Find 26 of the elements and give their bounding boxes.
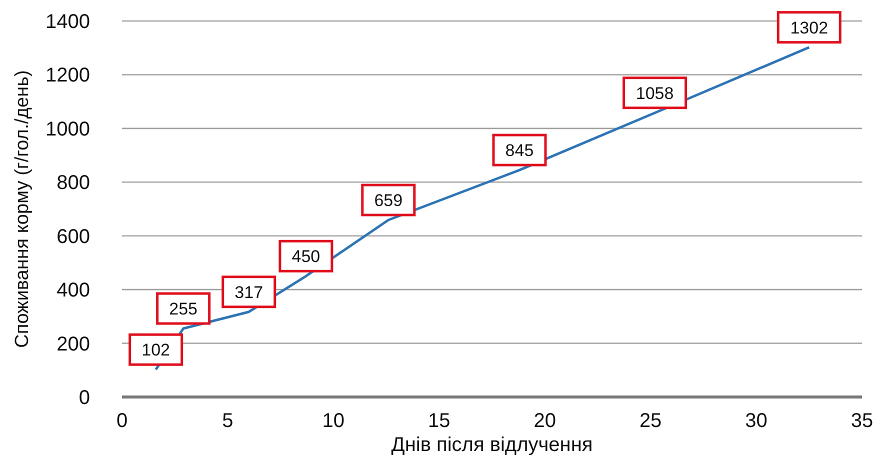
- y-tick-label: 800: [56, 172, 90, 194]
- x-tick-label: 10: [322, 410, 345, 432]
- data-label: 102: [142, 340, 170, 360]
- y-tick-label: 1400: [46, 11, 90, 33]
- y-tick-label: 600: [56, 226, 90, 248]
- x-tick-label: 35: [850, 410, 874, 432]
- data-label: 1058: [636, 84, 674, 103]
- data-label: 845: [505, 141, 534, 160]
- y-tick-label: 0: [78, 387, 90, 409]
- y-axis-title: Споживання корму (г/гол./день): [12, 70, 33, 348]
- y-tick-label: 400: [56, 280, 90, 302]
- x-axis-title: Днів після відлучення: [391, 434, 593, 455]
- x-tick-label: 0: [116, 410, 128, 432]
- x-tick-label: 30: [745, 410, 768, 432]
- y-tick-label: 1000: [46, 118, 90, 140]
- y-tick-label: 1200: [46, 64, 90, 87]
- data-label: 255: [169, 300, 198, 319]
- data-label: 317: [234, 282, 264, 302]
- x-tick-label: 20: [534, 410, 556, 432]
- data-label: 1302: [790, 18, 828, 38]
- data-label: 450: [292, 247, 320, 266]
- x-tick-label: 25: [639, 410, 662, 432]
- y-tick-label: 200: [56, 333, 90, 356]
- data-label: 659: [374, 191, 403, 210]
- x-tick-label: 15: [428, 410, 450, 432]
- x-tick-label: 5: [222, 410, 234, 432]
